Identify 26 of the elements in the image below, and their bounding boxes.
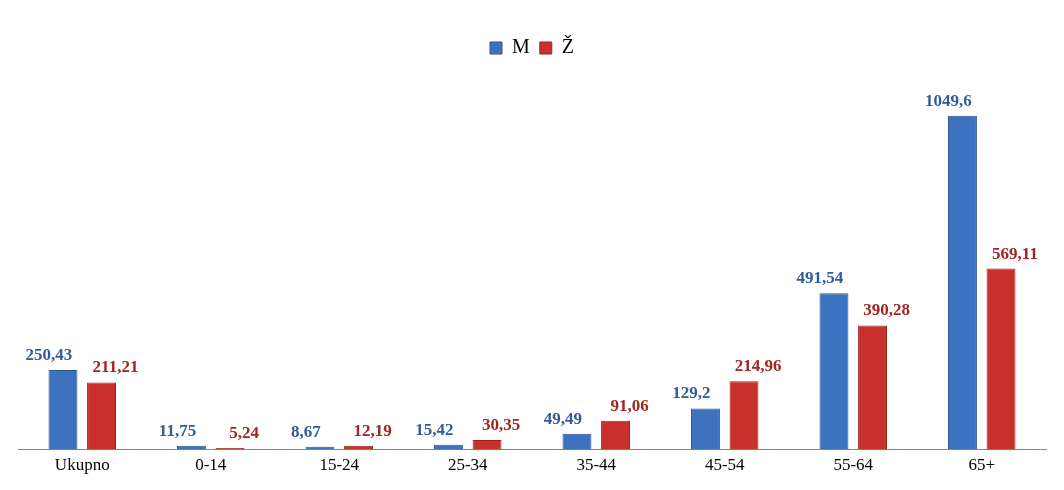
data-label: 491,54 xyxy=(796,268,844,288)
legend-label: M xyxy=(512,35,530,58)
x-tick-label: 45-54 xyxy=(704,455,746,475)
data-label: 129,2 xyxy=(672,383,711,403)
x-tick-label: Ukupno xyxy=(54,455,110,475)
x-tick-label: 55-64 xyxy=(833,455,874,475)
x-tick-label: 35-44 xyxy=(576,455,617,475)
data-label: 11,75 xyxy=(158,420,197,440)
x-tick-label: 25-34 xyxy=(447,455,489,475)
data-label: 8,67 xyxy=(291,421,322,441)
data-label: 49,49 xyxy=(543,408,583,428)
x-tick-label: 65+ xyxy=(968,455,996,475)
data-label: 15,42 xyxy=(415,419,454,439)
x-tick-label: 15-24 xyxy=(319,455,360,475)
legend-label: Ž xyxy=(561,35,574,58)
data-label: 91,06 xyxy=(610,395,649,415)
data-label: 1049,6 xyxy=(925,90,972,110)
data-label: 569,11 xyxy=(992,243,1038,263)
data-label: 5,24 xyxy=(229,422,260,442)
data-label: 211,21 xyxy=(92,357,139,377)
data-label: 214,96 xyxy=(734,356,782,376)
x-tick-label: 0-14 xyxy=(195,455,227,475)
data-label: 30,35 xyxy=(481,414,521,434)
data-label: 390,28 xyxy=(863,300,910,320)
data-label: 12,19 xyxy=(353,420,392,440)
data-label: 250,43 xyxy=(25,344,73,364)
